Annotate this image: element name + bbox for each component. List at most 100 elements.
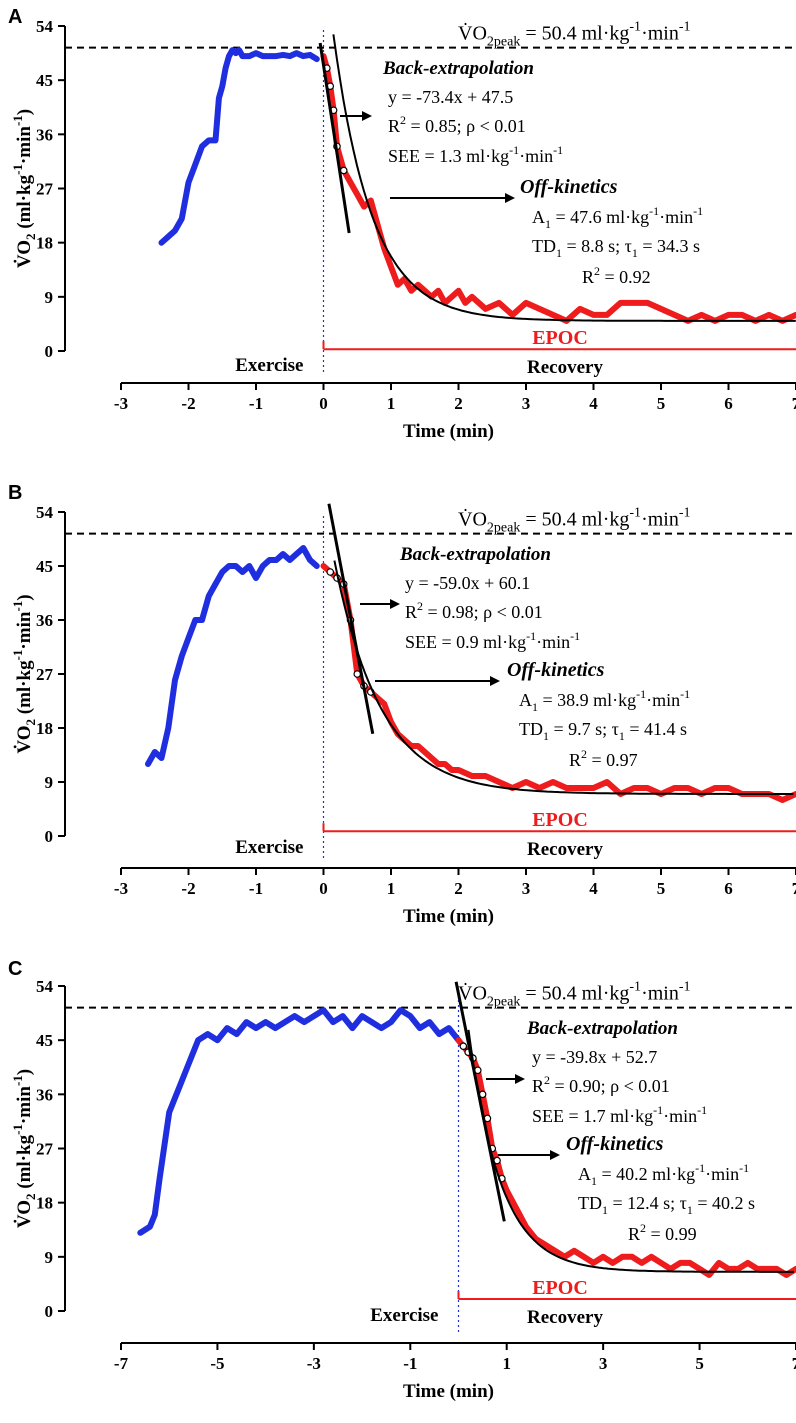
peak-label: V̇O2peak = 50.4 ml·kg-1·min-1: [458, 980, 691, 1010]
x-axis-label: Time (min): [403, 421, 494, 442]
off-arrow-head: [550, 1150, 560, 1160]
y-tick-label: 18: [36, 234, 53, 253]
x-tick-label: -7: [114, 1354, 129, 1373]
x-tick-label: 1: [502, 1354, 511, 1373]
epoc-label: EPOC: [532, 327, 588, 349]
x-tick-label: 0: [319, 879, 328, 898]
off-kinetics-r2: R2 = 0.97: [569, 747, 638, 770]
chart-panel-c: C 0 9 18 27 36 45 54 -7 -5 -3 -1 1 3 5 7 Time (min) V̇O2…: [0, 952, 796, 1417]
exercise-region-label: Exercise: [370, 1305, 438, 1326]
exercise-series-line: [158, 47, 320, 246]
x-tick-label: 2: [454, 394, 463, 413]
y-tick-label: 0: [45, 342, 54, 361]
x-tick-label: 5: [657, 394, 666, 413]
x-tick-label: 0: [319, 394, 328, 413]
x-tick-label: 6: [724, 879, 733, 898]
panel-letter: B: [8, 482, 23, 504]
back-extrapolation-see: SEE = 1.7 ml·kg-1·min-1: [532, 1103, 707, 1126]
x-tick-label: 7: [792, 394, 796, 413]
y-tick-label: 54: [36, 503, 54, 522]
x-tick-label: 1: [387, 879, 396, 898]
recovery-region-label: Recovery: [527, 357, 603, 378]
exercise-series-line: [145, 545, 320, 767]
x-tick-label: 7: [792, 1354, 796, 1373]
y-tick-label: 27: [36, 180, 54, 199]
x-tick-label: -3: [114, 879, 128, 898]
back-extrapolation-equation: y = -59.0x + 60.1: [405, 573, 530, 593]
chart-panel-a: A 0 9 18 27 36 45 54 -3 -2 -1 0 1 2 3 4 5 6 7 Time (min) V̇…: [0, 0, 796, 465]
regression-line: [318, 42, 351, 234]
x-axis-label: Time (min): [403, 906, 494, 927]
y-tick-label: 54: [36, 977, 54, 996]
x-tick-label: 4: [589, 879, 598, 898]
y-tick-label: 0: [45, 827, 54, 846]
x-tick-label: 6: [724, 394, 733, 413]
off-arrow-head: [505, 193, 515, 203]
epoc-label: EPOC: [532, 1277, 588, 1299]
y-tick-label: 27: [36, 665, 54, 684]
peak-label: V̇O2peak = 50.4 ml·kg-1·min-1: [458, 20, 691, 50]
recovery-region-label: Recovery: [527, 839, 603, 860]
x-tick-label: 5: [657, 879, 666, 898]
x-tick-label: 5: [695, 1354, 704, 1373]
x-tick-label: 3: [522, 879, 531, 898]
x-tick-label: 2: [454, 879, 463, 898]
x-tick-label: 7: [792, 879, 796, 898]
x-tick-label: 3: [522, 394, 531, 413]
back-extrapolation-title: Back-extrapolation: [526, 1018, 678, 1039]
y-tick-label: 36: [36, 125, 53, 144]
back-extrapolation-title: Back-extrapolation: [382, 58, 534, 79]
chart-panel-b: B 0 9 18 27 36 45 54 -3 -2 -1 0 1 2 3 4 5 6 7 Time (min) V̇…: [0, 476, 796, 941]
y-tick-label: 9: [45, 288, 54, 307]
off-kinetics-title: Off-kinetics: [566, 1133, 664, 1155]
regression-line: [327, 503, 375, 735]
recovery-region-label: Recovery: [527, 1307, 603, 1328]
epoc-label: EPOC: [532, 809, 588, 831]
off-kinetics-r2: R2 = 0.92: [582, 264, 651, 287]
fit-curve: [332, 34, 796, 322]
off-kinetics-td-tau: TD1 = 12.4 s; τ1 = 40.2 s: [578, 1193, 755, 1217]
y-axis-label: V̇O2 (ml·kg-1·min-1): [10, 1069, 38, 1228]
off-kinetics-amplitude: A1 = 40.2 ml·kg-1·min-1: [578, 1161, 749, 1188]
peak-label: V̇O2peak = 50.4 ml·kg-1·min-1: [458, 506, 691, 536]
back-arrow-head: [390, 599, 400, 609]
y-tick-label: 36: [36, 1085, 53, 1104]
regression-line: [454, 981, 506, 1222]
y-tick-label: 18: [36, 719, 53, 738]
x-tick-label: -1: [249, 879, 263, 898]
back-extrapolation-title: Back-extrapolation: [399, 544, 551, 565]
regression-point: [326, 568, 335, 576]
regression-point: [459, 1042, 468, 1050]
regression-point: [339, 166, 348, 175]
x-axis-label: Time (min): [403, 1381, 494, 1402]
back-extrapolation-see: SEE = 0.9 ml·kg-1·min-1: [405, 629, 580, 652]
off-arrow-head: [490, 676, 500, 686]
back-arrow-head: [362, 111, 372, 121]
y-tick-label: 18: [36, 1194, 53, 1213]
fit-curve: [333, 560, 794, 795]
y-tick-label: 9: [45, 1248, 54, 1267]
exercise-series-line: [137, 1007, 462, 1236]
back-extrapolation-r2: R2 = 0.85; ρ < 0.01: [388, 113, 526, 136]
y-axis-label: V̇O2 (ml·kg-1·min-1): [10, 109, 38, 268]
panel-letter: C: [8, 958, 23, 980]
x-tick-label: -1: [249, 394, 263, 413]
back-extrapolation-see: SEE = 1.3 ml·kg-1·min-1: [388, 143, 563, 166]
x-tick-label: 1: [387, 394, 396, 413]
y-tick-label: 45: [36, 557, 53, 576]
back-extrapolation-equation: y = -73.4x + 47.5: [388, 87, 513, 107]
x-tick-label: -3: [114, 394, 128, 413]
x-tick-label: -2: [181, 879, 195, 898]
x-tick-label: 4: [589, 394, 598, 413]
off-kinetics-amplitude: A1 = 47.6 ml·kg-1·min-1: [532, 204, 703, 231]
chart-svg: 0 9 18 27 36 45 54 -7 -5 -3 -1 1 3 5 7 Time (min) V̇O2 (…: [10, 977, 796, 1402]
y-tick-label: 54: [36, 17, 54, 36]
panel-letter: A: [8, 6, 23, 28]
x-tick-label: -5: [210, 1354, 224, 1373]
y-tick-label: 9: [45, 773, 54, 792]
off-kinetics-amplitude: A1 = 38.9 ml·kg-1·min-1: [519, 687, 690, 714]
y-tick-label: 45: [36, 1031, 53, 1050]
y-tick-label: 27: [36, 1140, 54, 1159]
y-tick-label: 36: [36, 611, 53, 630]
